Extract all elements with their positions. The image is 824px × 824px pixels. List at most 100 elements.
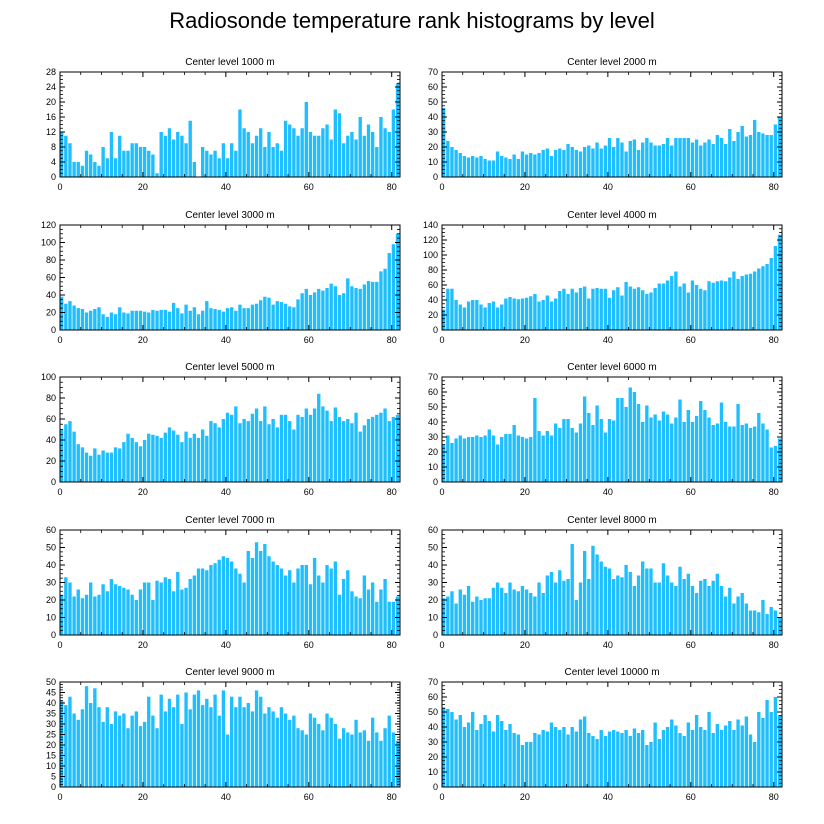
bar bbox=[446, 596, 450, 635]
bar bbox=[483, 598, 487, 635]
bar bbox=[495, 715, 500, 787]
bar bbox=[699, 288, 703, 330]
bar bbox=[350, 423, 354, 482]
bar bbox=[711, 580, 715, 635]
bar bbox=[711, 144, 715, 177]
bar bbox=[757, 268, 761, 330]
bar bbox=[711, 733, 715, 787]
bar bbox=[180, 442, 184, 482]
x-tick-label: 0 bbox=[439, 792, 444, 802]
bar bbox=[333, 109, 338, 177]
bar bbox=[163, 135, 168, 177]
bar bbox=[479, 600, 483, 635]
bar bbox=[703, 730, 707, 787]
bar bbox=[246, 551, 250, 635]
bar bbox=[312, 408, 317, 482]
chart-panel-10: 0 10 20 30 40 50 60 70 0 20 40 60 80 Center level 100… bbox=[428, 667, 783, 802]
bar bbox=[653, 414, 657, 482]
bar bbox=[500, 587, 504, 635]
bar bbox=[707, 712, 711, 787]
bar bbox=[570, 544, 574, 635]
bar bbox=[109, 452, 114, 482]
bar bbox=[487, 303, 491, 330]
bar bbox=[391, 416, 396, 482]
y-tick-label: 10 bbox=[46, 761, 56, 771]
bar bbox=[225, 558, 230, 635]
bar bbox=[454, 438, 458, 482]
bar bbox=[570, 727, 574, 787]
bar bbox=[603, 736, 608, 787]
bar bbox=[279, 414, 284, 482]
bar bbox=[151, 600, 155, 635]
bar bbox=[479, 304, 483, 330]
y-tick-label: 12 bbox=[46, 127, 56, 137]
bar bbox=[391, 732, 396, 787]
x-tick-label: 20 bbox=[520, 487, 530, 497]
bar bbox=[761, 423, 765, 482]
bar bbox=[97, 707, 101, 787]
bar bbox=[682, 283, 686, 330]
bar bbox=[68, 421, 72, 482]
bar bbox=[661, 411, 666, 482]
bar bbox=[147, 582, 151, 635]
bar bbox=[176, 132, 180, 177]
bar bbox=[545, 148, 550, 177]
bar bbox=[296, 568, 300, 635]
bar bbox=[570, 147, 574, 177]
bar bbox=[508, 434, 512, 482]
bar bbox=[703, 579, 707, 635]
bar bbox=[230, 414, 234, 482]
bar bbox=[757, 132, 761, 177]
bar bbox=[213, 309, 217, 330]
bar bbox=[72, 596, 76, 635]
y-tick-label: 50 bbox=[428, 402, 438, 412]
y-tick-label: 0 bbox=[51, 630, 56, 640]
bar bbox=[520, 586, 525, 635]
bar bbox=[205, 698, 209, 787]
bar bbox=[719, 730, 724, 787]
y-tick-label: 100 bbox=[41, 238, 56, 248]
bar bbox=[205, 570, 209, 635]
bar bbox=[209, 707, 213, 787]
bar bbox=[370, 717, 375, 787]
bar bbox=[707, 281, 711, 330]
bar bbox=[723, 144, 728, 177]
bar bbox=[558, 428, 562, 482]
bar bbox=[288, 719, 292, 787]
bar bbox=[209, 565, 213, 635]
bar bbox=[93, 309, 97, 330]
bar bbox=[180, 313, 184, 331]
x-tick-label: 20 bbox=[520, 335, 530, 345]
bar bbox=[587, 413, 591, 482]
bar bbox=[246, 421, 250, 482]
bar bbox=[200, 310, 205, 330]
y-tick-label: 100 bbox=[41, 372, 56, 382]
bar bbox=[159, 694, 163, 787]
bar bbox=[657, 145, 661, 177]
y-tick-label: 0 bbox=[433, 172, 438, 182]
bar bbox=[375, 281, 379, 331]
bar bbox=[744, 423, 749, 482]
bar bbox=[595, 739, 599, 787]
bar bbox=[686, 138, 690, 177]
bar bbox=[271, 419, 275, 482]
bar bbox=[167, 698, 172, 787]
bar bbox=[283, 713, 288, 787]
bar bbox=[516, 734, 520, 787]
bar bbox=[582, 551, 587, 635]
bar bbox=[192, 575, 197, 635]
bar bbox=[263, 147, 267, 177]
bar bbox=[661, 730, 666, 787]
bar bbox=[184, 143, 188, 177]
x-tick-label: 0 bbox=[57, 487, 62, 497]
bar bbox=[616, 731, 620, 787]
bar bbox=[562, 580, 566, 635]
bar bbox=[89, 310, 93, 330]
bar bbox=[288, 421, 292, 482]
bar bbox=[454, 603, 458, 635]
bar bbox=[341, 579, 346, 635]
bar bbox=[122, 713, 126, 787]
bar bbox=[138, 147, 143, 177]
y-tick-label: 25 bbox=[46, 730, 56, 740]
bar bbox=[259, 696, 263, 787]
